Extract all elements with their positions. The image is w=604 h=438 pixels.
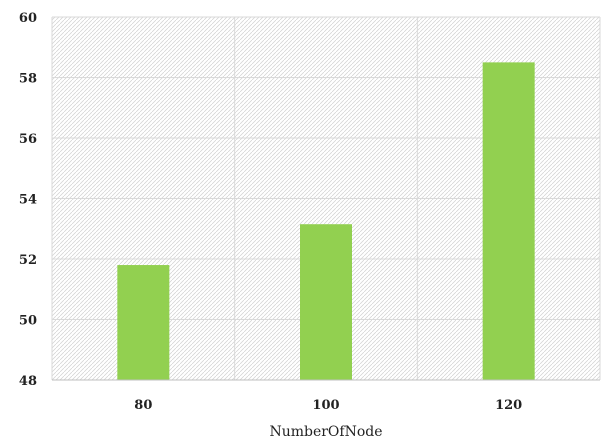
y-tick-label: 48 bbox=[19, 374, 37, 389]
x-axis-tick-labels: 80 100 120 bbox=[134, 398, 522, 413]
y-tick-label: 58 bbox=[19, 72, 37, 87]
x-tick-label: 120 bbox=[495, 398, 522, 413]
y-tick-label: 50 bbox=[19, 314, 37, 329]
y-tick-label: 56 bbox=[19, 132, 37, 147]
bar-80 bbox=[117, 265, 170, 380]
bar-120 bbox=[482, 62, 535, 380]
y-axis-tick-labels: 48 50 52 54 56 58 60 bbox=[19, 11, 37, 389]
bars bbox=[52, 62, 600, 381]
x-axis-title: NumberOfNode bbox=[269, 424, 382, 438]
bar-100 bbox=[300, 224, 352, 380]
x-tick-label: 80 bbox=[134, 398, 152, 413]
y-tick-label: 52 bbox=[19, 253, 37, 268]
x-tick-label: 100 bbox=[312, 398, 339, 413]
y-tick-label: 54 bbox=[19, 193, 37, 208]
y-tick-label: 60 bbox=[19, 11, 37, 26]
